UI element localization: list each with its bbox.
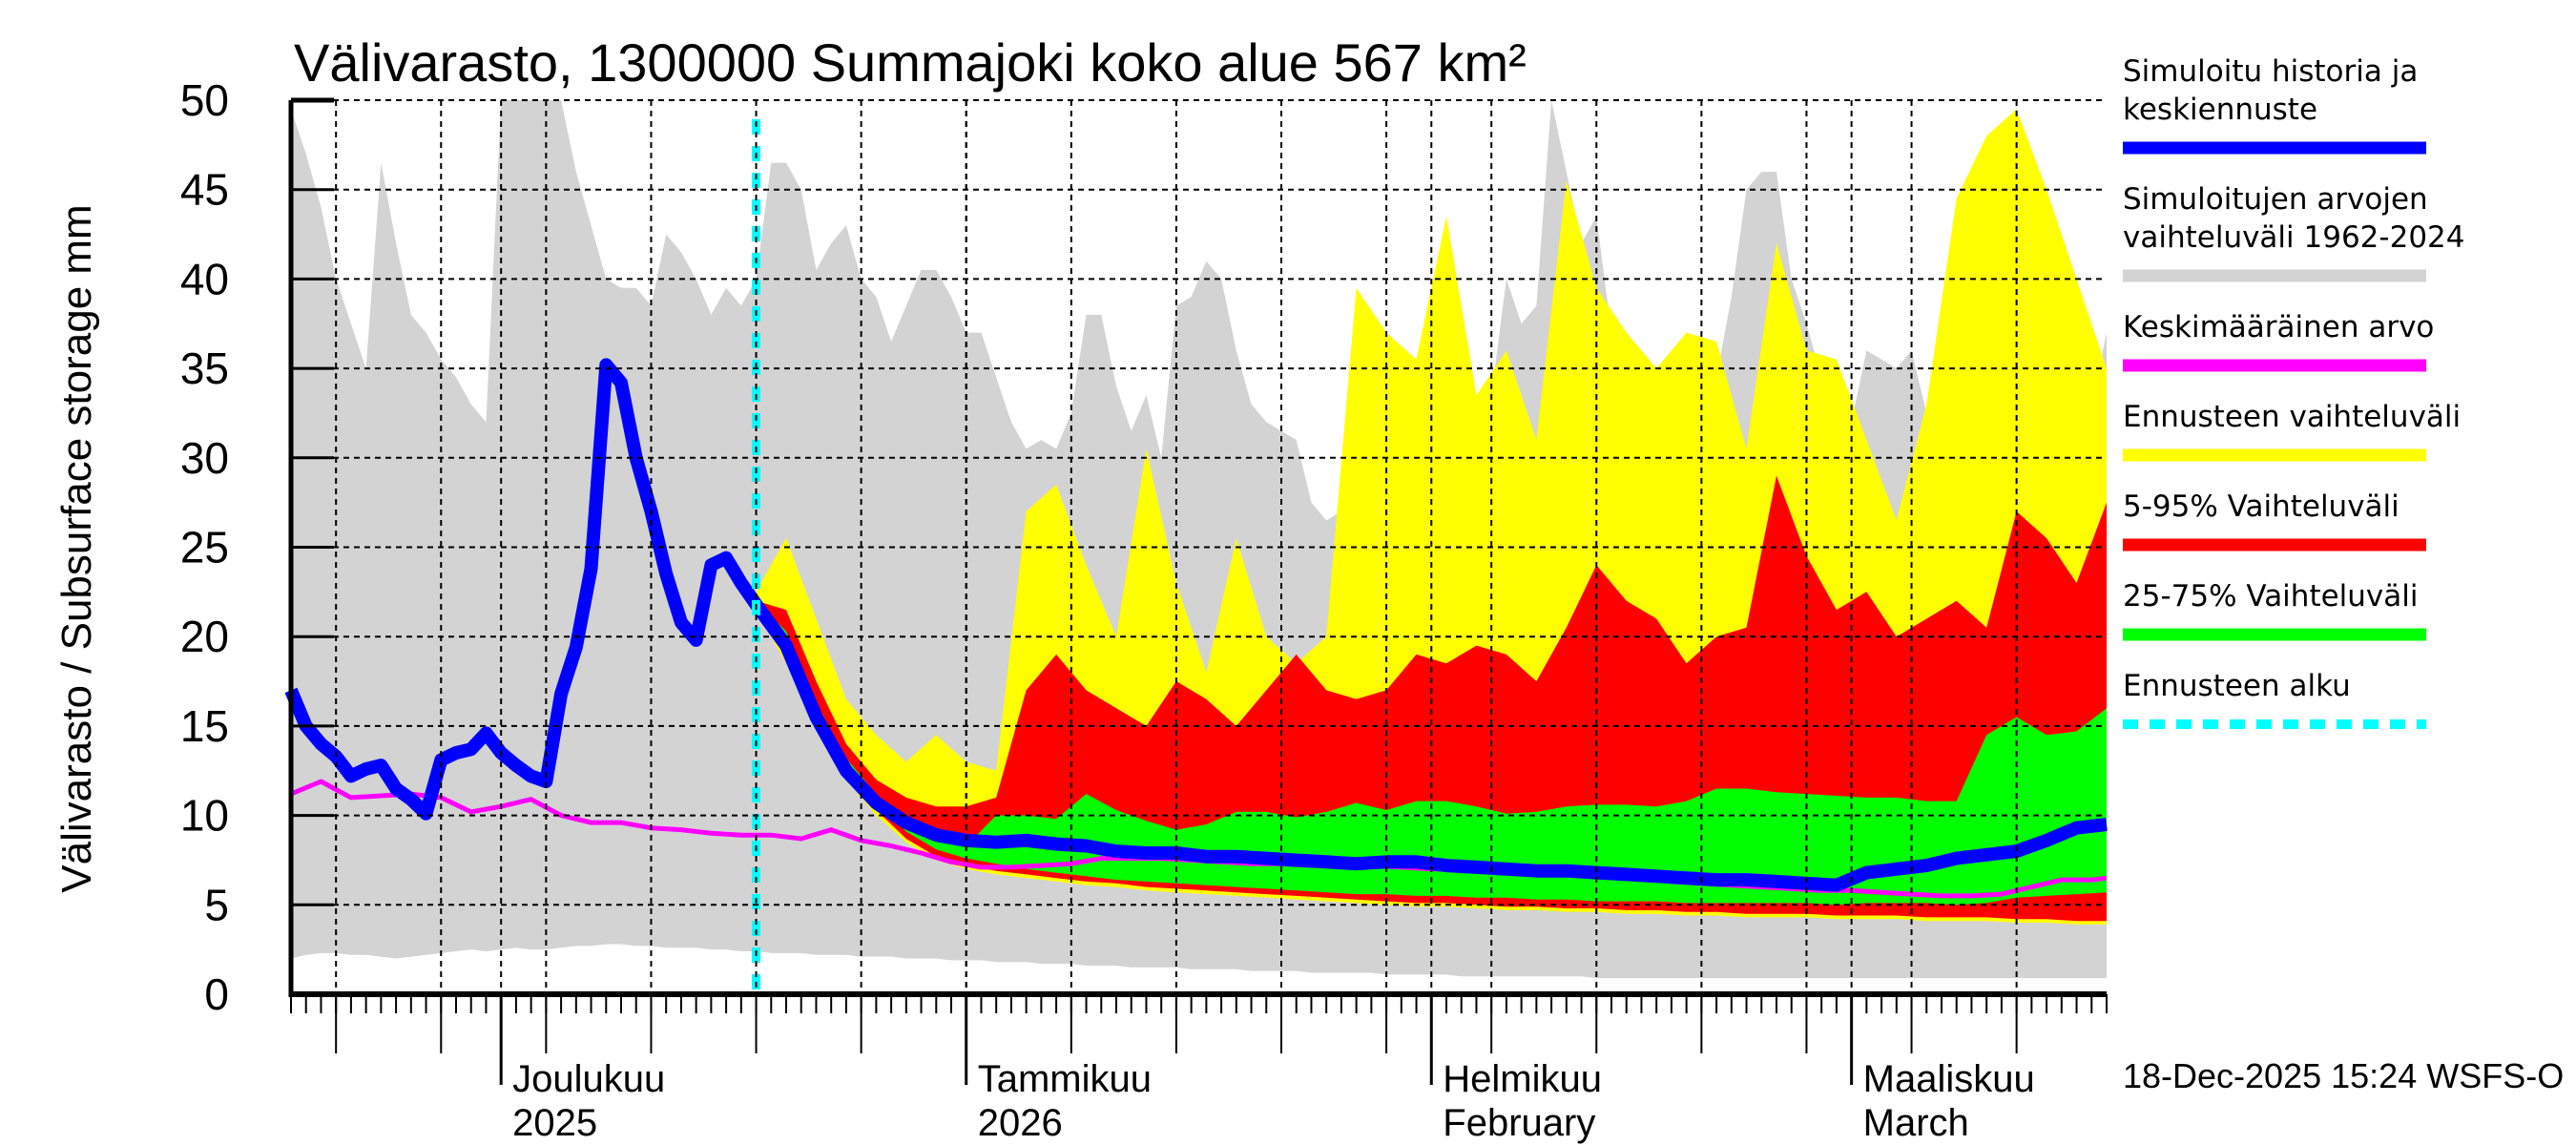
- legend-label: Simuloitujen arvojen: [2123, 182, 2428, 217]
- y-tick-label: 50: [180, 75, 229, 125]
- x-year-label: 2026: [978, 1102, 1063, 1144]
- legend-entry: 5-95% Vaihteluväli: [2123, 489, 2426, 552]
- x-month-label: Maaliskuu: [1863, 1058, 2035, 1100]
- x-year-label: March: [1863, 1102, 1969, 1144]
- y-tick-label: 40: [180, 254, 229, 303]
- grid: [291, 99, 2107, 994]
- legend-label: Ennusteen vaihteluväli: [2123, 400, 2461, 434]
- timestamp: 18-Dec-2025 15:24 WSFS-O: [2123, 1056, 2564, 1095]
- y-tick-label: 0: [204, 969, 229, 1019]
- legend-label: Keskimääräinen arvo: [2123, 310, 2434, 344]
- legend: Simuloitu historia jakeskiennusteSimuloi…: [2123, 54, 2464, 729]
- legend-entry: Ennusteen vaihteluväli: [2123, 400, 2461, 462]
- legend-label: 5-95% Vaihteluväli: [2123, 489, 2399, 524]
- y-ticks: 0 5 10 15 20 25 30 35 40 45 50: [180, 75, 334, 1019]
- legend-label: 25-75% Vaihteluväli: [2123, 579, 2419, 614]
- y-tick-label: 25: [180, 523, 229, 572]
- x-month-label: Joulukuu: [512, 1058, 665, 1100]
- legend-entry: Simuloitu historia ja keskiennuste: [2123, 54, 2426, 155]
- y-tick-label: 45: [180, 165, 229, 215]
- x-month-label: Helmikuu: [1443, 1058, 1602, 1100]
- legend-label: keskiennuste: [2123, 93, 2317, 127]
- y-tick-label: 5: [204, 880, 229, 929]
- y-tick-label: 15: [180, 701, 229, 751]
- band-25-75-vaihteluv-li: [756, 600, 2107, 906]
- y-axis-label: Välivarasto / Subsurface storage mm: [53, 204, 100, 892]
- legend-label: Simuloitu historia ja: [2123, 54, 2418, 89]
- y-tick-label: 30: [180, 433, 229, 483]
- legend-entry: 25-75% Vaihteluväli: [2123, 579, 2426, 641]
- y-tick-label: 20: [180, 612, 229, 661]
- legend-entry: Ennusteen alku: [2123, 669, 2426, 729]
- chart-title: Välivarasto, 1300000 Summajoki koko alue…: [294, 32, 1527, 93]
- legend-entry: Keskimääräinen arvo: [2123, 310, 2434, 372]
- x-year-label: 2025: [512, 1102, 597, 1144]
- legend-label: vaihteluväli 1962-2024: [2123, 220, 2464, 255]
- y-tick-label: 35: [180, 344, 229, 393]
- legend-label: Ennusteen alku: [2123, 669, 2351, 703]
- x-month-label: Tammikuu: [978, 1058, 1152, 1100]
- x-year-label: February: [1443, 1102, 1595, 1144]
- plot-area: [284, 100, 2108, 994]
- y-tick-label: 10: [180, 791, 229, 841]
